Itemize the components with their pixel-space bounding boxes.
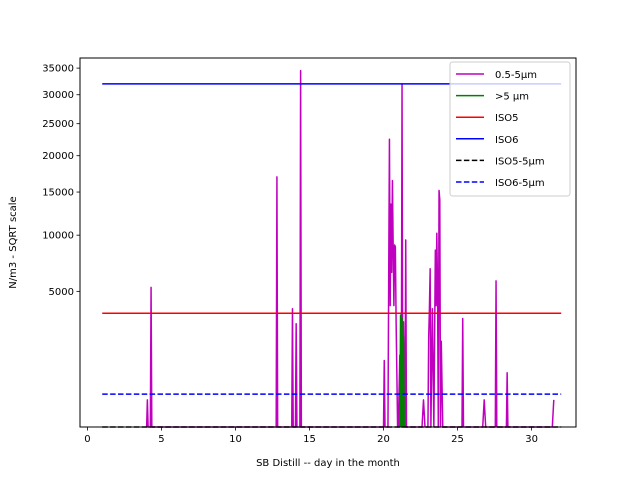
y-tick-label: 25000 (42, 119, 74, 130)
legend-label: ISO6 (495, 135, 519, 146)
x-tick-label: 10 (229, 434, 242, 445)
x-axis: 0 5 10 15 20 25 30 (84, 427, 538, 445)
x-tick-label: 20 (377, 434, 390, 445)
x-tick-label: 30 (525, 434, 538, 445)
series-line-0-5-5-m (145, 69, 555, 428)
x-tick-label: 25 (451, 434, 464, 445)
legend-label: ISO5-5µm (495, 156, 545, 167)
legend-label: >5 µm (495, 92, 529, 103)
y-tick-label: 30000 (42, 90, 74, 101)
legend-label: ISO5 (495, 113, 519, 124)
legend: 0.5-5µm >5 µm ISO5 ISO6 ISO5-5µm ISO6-5µm (449, 61, 571, 197)
y-axis-label: N/m3 - SQRT scale (8, 196, 19, 288)
x-tick-label: 15 (303, 434, 316, 445)
y-tick-label: 20000 (42, 151, 74, 162)
legend-box (449, 61, 571, 197)
x-axis-label: SB Distill -- day in the month (256, 458, 400, 469)
plot-frame (79, 57, 577, 428)
y-tick-label: 5000 (49, 287, 74, 298)
series-line-5-m (399, 314, 405, 428)
y-tick-label: 10000 (42, 231, 74, 242)
legend-label: 0.5-5µm (495, 70, 537, 81)
x-tick-label: 5 (158, 434, 164, 445)
legend-label: ISO6-5µm (495, 178, 545, 189)
y-axis: 5000 10000 15000 20000 25000 30000 35000 (42, 64, 80, 298)
y-tick-label: 15000 (42, 188, 74, 199)
y-tick-label: 35000 (42, 64, 74, 75)
x-tick-label: 0 (84, 434, 90, 445)
